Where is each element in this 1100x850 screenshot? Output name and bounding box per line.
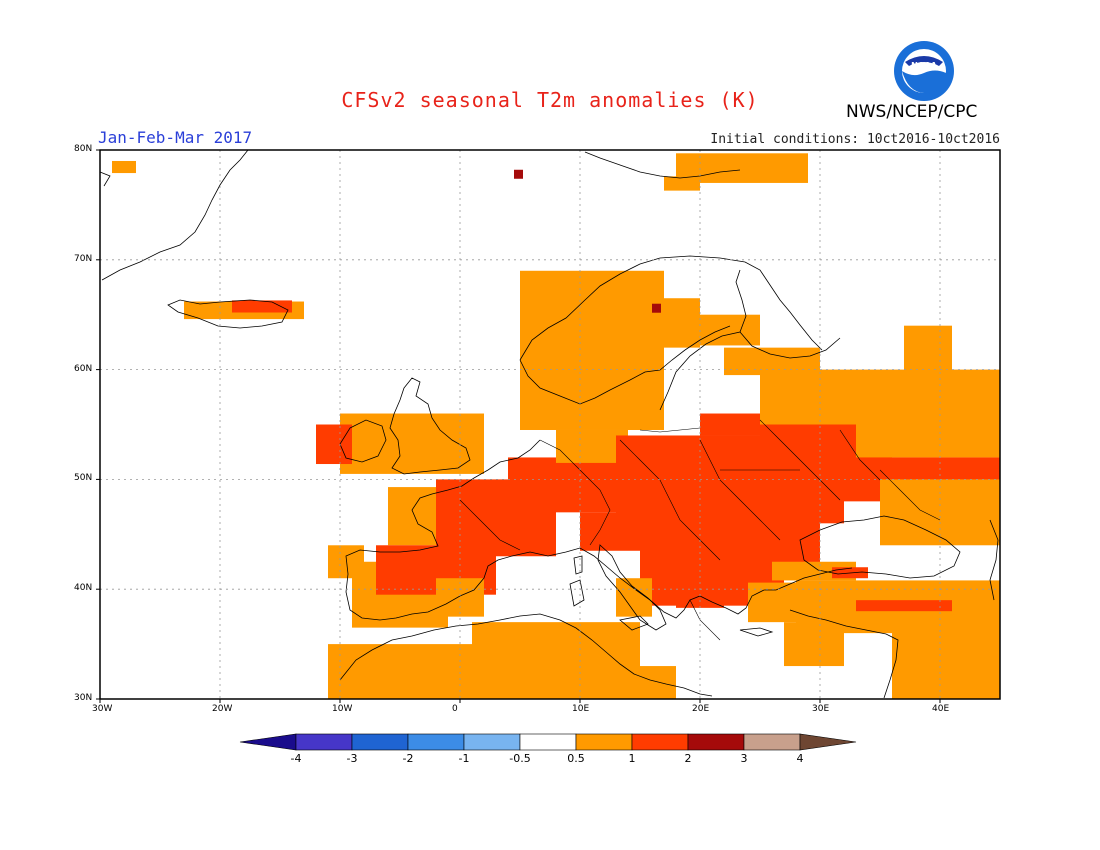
colorbar-label: 2 — [684, 752, 692, 765]
black-sea-coast — [799, 515, 961, 579]
crete-coast — [739, 627, 774, 637]
noaa-logo-text: NOAA — [911, 61, 937, 70]
map-frame — [99, 149, 1001, 700]
lon-tick-label: 10W — [332, 704, 353, 714]
anomaly-region — [760, 369, 1000, 425]
anomaly-region — [520, 270, 664, 430]
anomaly-region — [904, 325, 952, 381]
iceland-coast — [167, 299, 289, 329]
anomaly-region — [616, 666, 676, 699]
colorbar-segment — [351, 733, 409, 751]
colorbar-segment — [687, 733, 745, 751]
north-africa-coast — [339, 613, 713, 697]
anomaly-hotspot — [514, 169, 523, 179]
lat-tick-label: 40N — [74, 583, 93, 594]
colorbar — [239, 733, 857, 751]
lon-tick-label: 10E — [572, 704, 590, 714]
ireland-coast — [339, 419, 387, 463]
italy-coast — [597, 544, 667, 631]
anomaly-region — [784, 622, 844, 667]
lon-tick-label: 20W — [212, 704, 233, 714]
caspian-coast — [989, 519, 999, 601]
colorbar-segment — [407, 733, 465, 751]
anomaly-region — [700, 314, 760, 346]
colorbar-label: -3 — [346, 752, 358, 765]
anomaly-region — [472, 622, 640, 699]
anomaly-region — [232, 300, 292, 313]
anomaly-region — [892, 622, 1000, 699]
anomaly-region — [664, 176, 700, 191]
lat-tick-label: 60N — [74, 363, 93, 374]
lon-tick-label: 0 — [452, 704, 458, 714]
colorbar-label: -4 — [290, 752, 302, 765]
axis-ticks — [96, 149, 941, 703]
svalbard-coast — [584, 151, 741, 179]
colorbar-label: -1 — [458, 752, 470, 765]
anomaly-cells — [112, 153, 1000, 699]
chart-title: CFSv2 seasonal T2m anomalies (K) — [341, 88, 759, 112]
initial-conditions: Initial conditions: 10ct2016-10ct2016 — [710, 132, 1000, 147]
colorbar-label: 3 — [740, 752, 748, 765]
europe-west-coast — [345, 439, 853, 621]
colorbar-arrow-left — [239, 733, 297, 751]
turkey-south-coast — [789, 609, 899, 699]
colorbar-arrow-right — [799, 733, 857, 751]
lon-tick-label: 30W — [92, 704, 113, 714]
corsica-coast — [573, 555, 583, 575]
anomaly-region — [856, 600, 952, 612]
greenland-coast — [99, 149, 249, 281]
colorbar-segment — [743, 733, 801, 751]
colorbar-label: -2 — [402, 752, 414, 765]
colorbar-segment — [463, 733, 521, 751]
anomaly-region — [508, 457, 628, 513]
anomaly-region — [436, 578, 484, 617]
anomaly-region — [748, 582, 796, 623]
forecast-period: Jan-Feb-Mar 2017 — [98, 128, 253, 147]
finland-coast — [739, 331, 841, 359]
colorbar-label: 4 — [796, 752, 804, 765]
scandinavia-coast — [519, 255, 823, 405]
colorbar-label: 1 — [628, 752, 636, 765]
colorbar-segment — [519, 733, 577, 751]
great-britain-coast — [389, 377, 471, 475]
lat-tick-label: 50N — [74, 473, 93, 484]
agency-label: NWS/NCEP/CPC — [846, 102, 978, 122]
colorbar-segment — [295, 733, 353, 751]
colorbar-label: 0.5 — [567, 752, 585, 765]
colorbar-segment — [575, 733, 633, 751]
colorbar-label: -0.5 — [509, 752, 531, 765]
anomaly-region — [328, 644, 496, 699]
sicily-coast — [619, 615, 649, 631]
coastlines — [99, 149, 999, 699]
lat-tick-label: 30N — [74, 693, 93, 703]
lat-tick-label: 80N — [74, 144, 93, 154]
lat-tick-label: 70N — [74, 253, 93, 264]
colorbar-segment — [631, 733, 689, 751]
sardinia-coast — [569, 579, 585, 607]
anomaly-region — [388, 446, 436, 469]
anomaly-region — [592, 298, 700, 348]
anomaly-hotspot — [652, 303, 661, 313]
anomaly-region — [112, 160, 136, 174]
noaa-logo: NOAA — [894, 41, 954, 101]
lon-tick-label: 20E — [692, 704, 710, 714]
gulf-of-bothnia — [659, 269, 747, 411]
anomaly-region — [580, 512, 640, 551]
lon-tick-label: 40E — [932, 704, 950, 714]
lon-tick-label: 30E — [812, 704, 830, 714]
graticule — [100, 150, 1000, 699]
